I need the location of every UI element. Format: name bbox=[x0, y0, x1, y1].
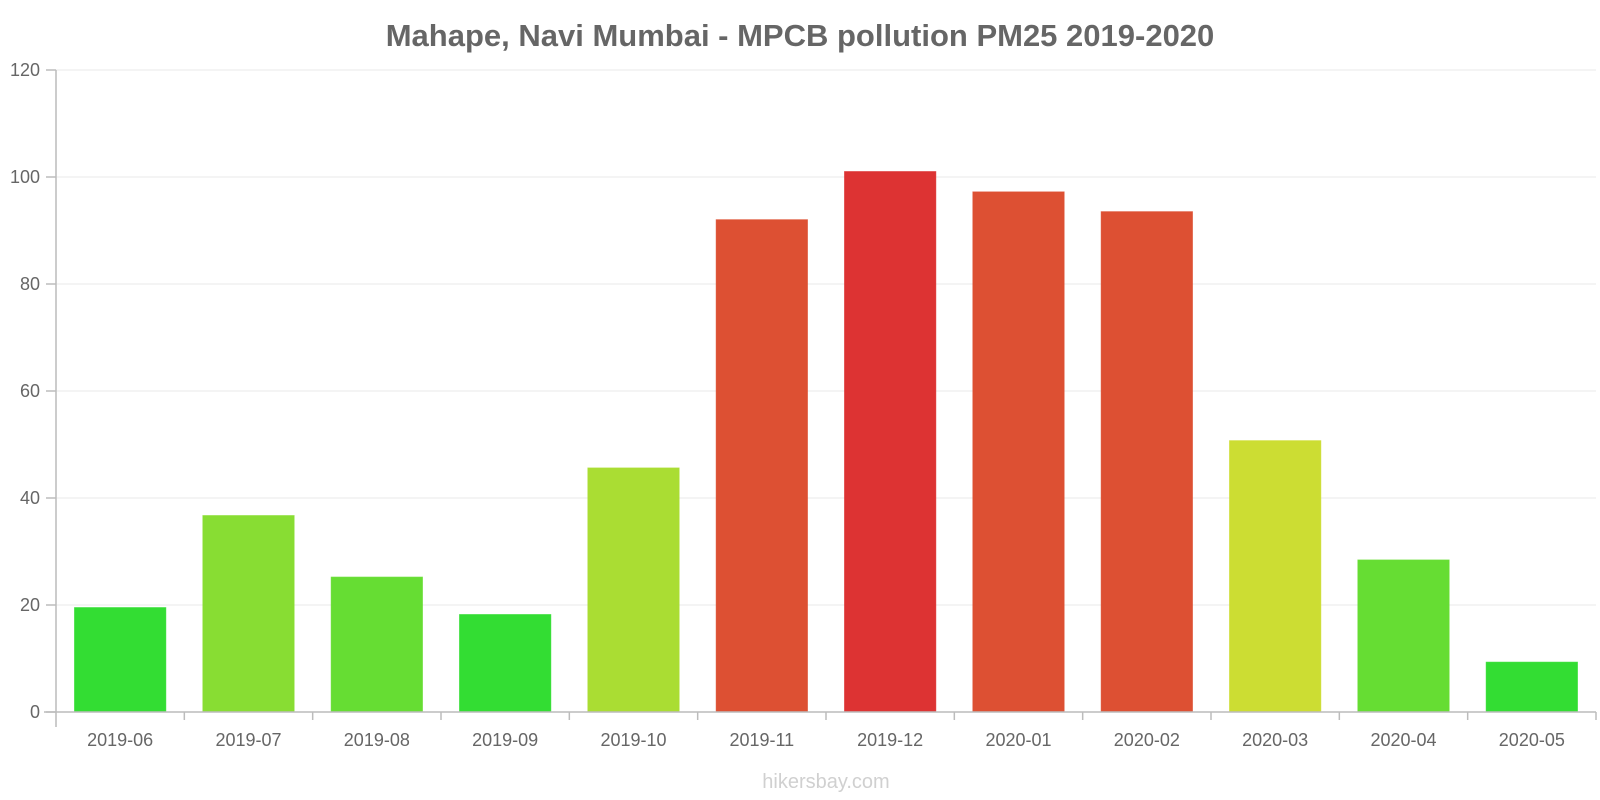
bars bbox=[74, 171, 1578, 713]
bar-2019-09 bbox=[459, 614, 552, 713]
x-tick-label: 2020-02 bbox=[1114, 730, 1180, 750]
x-tick-label: 2020-01 bbox=[985, 730, 1051, 750]
bar-2019-10 bbox=[587, 467, 680, 713]
x-tick-label: 2020-04 bbox=[1370, 730, 1436, 750]
x-axis-ticks: 2019-06 2019-07 2019-08 2019-09 2019-10 2019-… bbox=[87, 712, 1597, 750]
x-tick-label: 2020-05 bbox=[1499, 730, 1565, 750]
bar-2019-07 bbox=[202, 515, 295, 713]
bar-2019-06 bbox=[74, 607, 167, 713]
x-tick-label: 2020-03 bbox=[1242, 730, 1308, 750]
y-tick-label: 40 bbox=[20, 488, 40, 508]
x-tick-label: 2019-12 bbox=[857, 730, 923, 750]
x-tick-label: 2019-10 bbox=[600, 730, 666, 750]
y-axis-ticks: 0 20 40 60 80 100 120 bbox=[10, 60, 56, 722]
footer-watermark: hikersbay.com bbox=[762, 771, 889, 793]
x-tick-label: 2019-09 bbox=[472, 730, 538, 750]
bar-2019-11 bbox=[715, 219, 808, 713]
y-tick-label: 80 bbox=[20, 274, 40, 294]
y-tick-label: 20 bbox=[20, 595, 40, 615]
y-tick-label: 120 bbox=[10, 60, 40, 80]
y-tick-label: 100 bbox=[10, 167, 40, 187]
x-tick-label: 2019-08 bbox=[344, 730, 410, 750]
bar-2019-08 bbox=[330, 576, 423, 713]
x-tick-label: 2019-06 bbox=[87, 730, 153, 750]
x-tick-label: 2019-11 bbox=[729, 730, 794, 750]
bar-2020-02 bbox=[1100, 211, 1193, 713]
x-tick-label: 2019-07 bbox=[215, 730, 281, 750]
bar-2020-04 bbox=[1357, 559, 1450, 713]
gridlines bbox=[56, 69, 1596, 606]
chart-title: Mahape, Navi Mumbai - MPCB pollution PM2… bbox=[386, 18, 1215, 53]
bar-2020-03 bbox=[1229, 440, 1322, 713]
y-tick-label: 0 bbox=[30, 702, 40, 722]
bar-2019-12 bbox=[844, 171, 937, 713]
bar-2020-01 bbox=[972, 191, 1065, 713]
y-tick-label: 60 bbox=[20, 381, 40, 401]
bar-2020-05 bbox=[1485, 661, 1578, 713]
